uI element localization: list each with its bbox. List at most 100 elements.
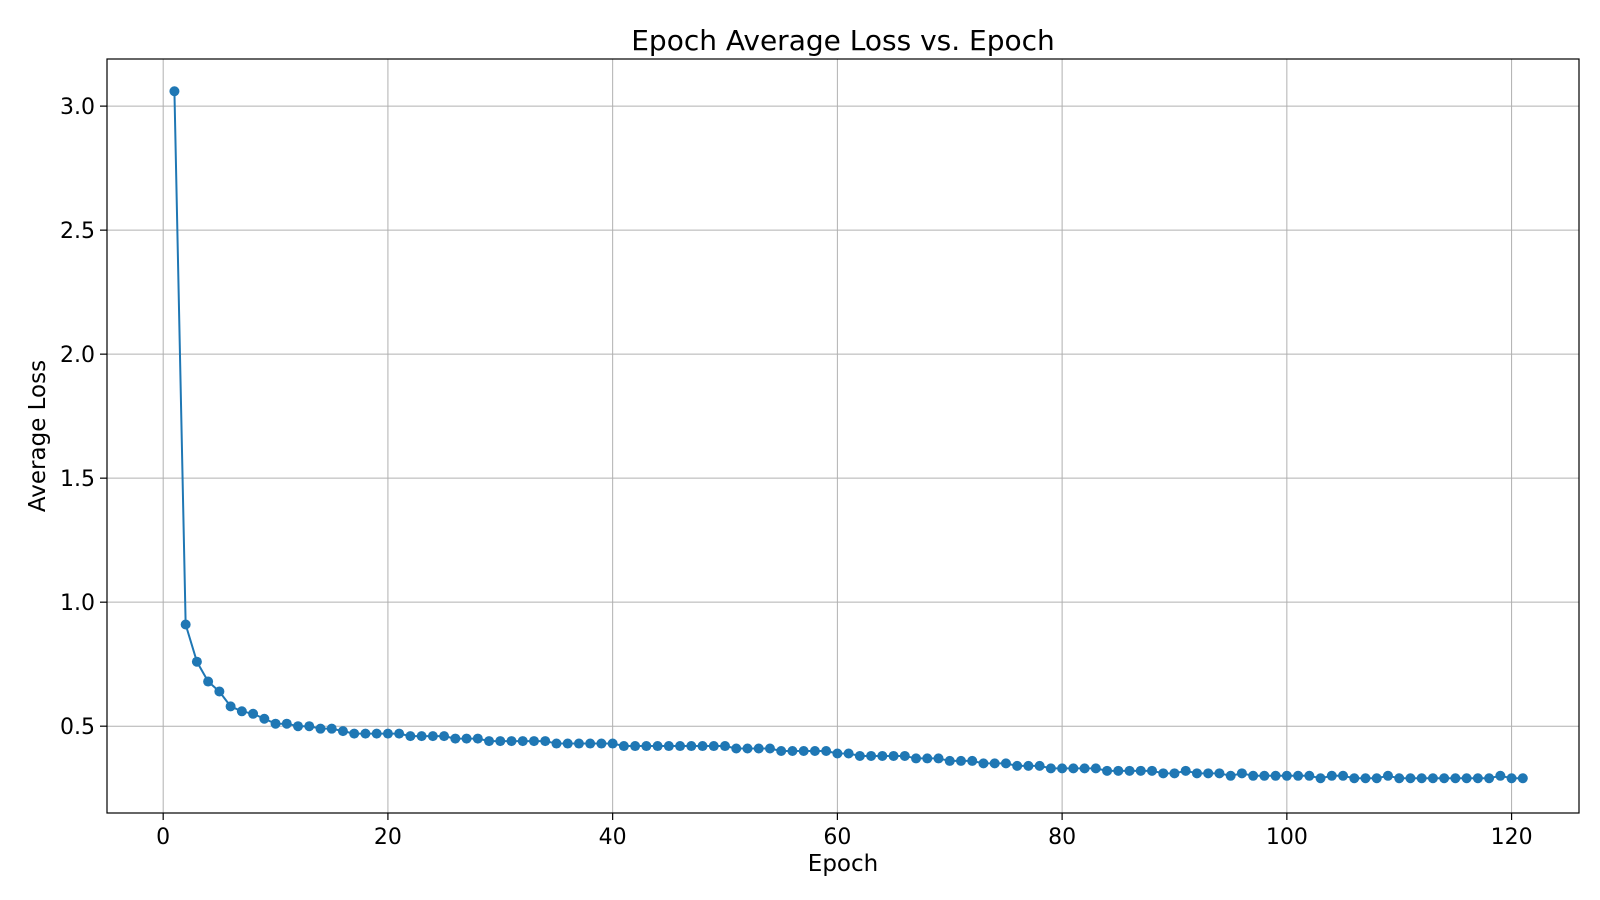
data-point — [1158, 768, 1169, 779]
data-point — [495, 736, 506, 747]
data-point — [1349, 773, 1360, 784]
data-point — [315, 723, 326, 734]
data-point — [1135, 765, 1146, 776]
data-point — [1360, 773, 1371, 784]
data-point — [1191, 768, 1202, 779]
data-point — [720, 741, 731, 752]
data-point — [169, 86, 180, 97]
x-tick-label: 120 — [1491, 825, 1533, 850]
data-point — [1506, 773, 1517, 784]
data-point — [1259, 770, 1270, 781]
y-tick-label: 3.0 — [60, 95, 95, 120]
x-tick-label: 0 — [156, 825, 170, 850]
data-point — [944, 755, 955, 766]
data-point — [764, 743, 775, 754]
data-point — [214, 686, 225, 697]
data-point — [1180, 765, 1191, 776]
data-point — [1248, 770, 1259, 781]
data-point — [1439, 773, 1450, 784]
data-point — [1236, 768, 1247, 779]
data-point — [866, 750, 877, 761]
data-point — [1382, 770, 1393, 781]
data-point — [955, 755, 966, 766]
data-point — [1338, 770, 1349, 781]
data-point — [180, 619, 191, 630]
data-point — [933, 753, 944, 764]
y-tick-label: 1.5 — [60, 467, 95, 492]
data-point — [877, 750, 888, 761]
data-point — [585, 738, 596, 749]
data-point — [1169, 768, 1180, 779]
data-point — [394, 728, 405, 739]
data-point — [967, 755, 978, 766]
data-point — [248, 708, 259, 719]
data-point — [1023, 760, 1034, 771]
data-point — [1270, 770, 1281, 781]
data-point — [1304, 770, 1315, 781]
data-point — [281, 718, 292, 729]
data-point — [1045, 763, 1056, 774]
data-point — [293, 721, 304, 732]
data-point — [686, 741, 697, 752]
data-point — [405, 731, 416, 742]
data-point — [618, 741, 629, 752]
ticks: 0 20 40 60 80 100 120 0.5 1.0 1.5 2.0 2.5 3.0 — [60, 95, 1533, 850]
y-axis-label: Average Loss — [25, 360, 51, 512]
data-point — [607, 738, 618, 749]
y-tick-label: 2.0 — [60, 343, 95, 368]
data-point — [1203, 768, 1214, 779]
data-point — [1517, 773, 1528, 784]
data-point — [427, 731, 438, 742]
x-tick-label: 20 — [374, 825, 402, 850]
data-point — [1450, 773, 1461, 784]
data-point — [450, 733, 461, 744]
data-point — [1068, 763, 1079, 774]
data-point — [1214, 768, 1225, 779]
data-point — [472, 733, 483, 744]
grid — [107, 59, 1579, 813]
data-point — [1113, 765, 1124, 776]
data-point — [1147, 765, 1158, 776]
data-point — [630, 741, 641, 752]
data-point — [798, 745, 809, 756]
plot-background — [107, 59, 1579, 813]
data-point — [978, 758, 989, 769]
data-point — [270, 718, 281, 729]
data-point — [641, 741, 652, 752]
axes-frame — [106, 58, 1580, 814]
data-point — [697, 741, 708, 752]
data-point — [675, 741, 686, 752]
data-point — [528, 736, 539, 747]
data-point — [461, 733, 472, 744]
x-tick-label: 100 — [1266, 825, 1308, 850]
data-point — [1293, 770, 1304, 781]
data-point — [1461, 773, 1472, 784]
data-point — [1090, 763, 1101, 774]
data-point — [259, 713, 270, 724]
data-point — [911, 753, 922, 764]
data-point — [1484, 773, 1495, 784]
x-tick-label: 80 — [1048, 825, 1076, 850]
y-tick-label: 2.5 — [60, 219, 95, 244]
x-tick-label: 40 — [599, 825, 627, 850]
data-point — [708, 741, 719, 752]
data-point — [1079, 763, 1090, 774]
y-tick-label: 0.5 — [60, 715, 95, 740]
data-point — [1371, 773, 1382, 784]
series-layer — [169, 86, 1528, 784]
data-point — [922, 753, 933, 764]
data-point — [854, 750, 865, 761]
data-point — [1495, 770, 1506, 781]
data-point — [1427, 773, 1438, 784]
data-point — [843, 748, 854, 759]
data-point — [1102, 765, 1113, 776]
data-point — [551, 738, 562, 749]
data-point — [888, 750, 899, 761]
data-point — [832, 748, 843, 759]
data-point — [776, 745, 787, 756]
data-point — [540, 736, 551, 747]
data-point — [203, 676, 214, 687]
data-point — [787, 745, 798, 756]
data-point — [517, 736, 528, 747]
